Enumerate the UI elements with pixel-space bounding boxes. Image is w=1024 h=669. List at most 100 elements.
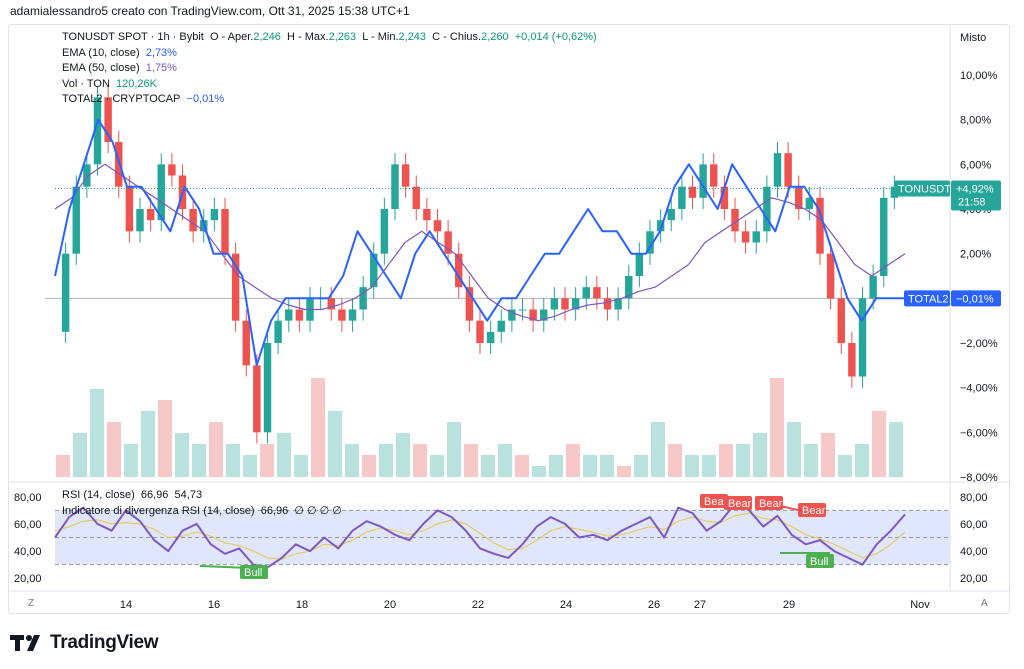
rsi-tick-right: 80,00 (960, 492, 988, 504)
legend-vol-value: 120,26K (116, 77, 157, 90)
legend-ema50-row[interactable]: EMA (50, close) 1,75% (62, 61, 597, 77)
volume-bar (209, 422, 223, 477)
candle-body (720, 186, 729, 209)
candle-body (635, 253, 644, 276)
legend-symbol-row[interactable]: TONUSDT SPOT · 1h · Bybit O - Aper.2,246… (62, 30, 597, 46)
candle-body (412, 186, 420, 209)
tradingview-logo: TradingView (10, 630, 159, 656)
tonusdt-badge-name: TONUSDT (898, 183, 951, 195)
volume-bar (770, 378, 784, 477)
legend-low-value: 2,243 (398, 31, 427, 43)
volume-bar (583, 455, 597, 477)
price-tick-label: 10,00% (960, 70, 998, 82)
volume-bar (328, 411, 342, 477)
time-tick-label: 20 (384, 599, 396, 611)
legend-total2-row[interactable]: TOTAL2 · CRYPTOCAP −0,01% (62, 92, 597, 108)
legend-high-label: H - Max. (287, 31, 329, 43)
tradingview-logo-text: TradingView (50, 632, 159, 653)
candle-body (83, 164, 91, 187)
volume-bar (787, 422, 801, 477)
volume-bar (124, 444, 138, 477)
volume-bar (158, 400, 172, 477)
candle-body (518, 309, 527, 311)
candle-body (571, 298, 580, 310)
rsi-line (54, 502, 906, 569)
candle-body (455, 253, 463, 288)
tonusdt-badge-bg (894, 180, 950, 197)
tonusdt-badge-countdown: 21:58 (958, 196, 986, 208)
candle-body (848, 343, 856, 377)
total2-badge-name: TOTAL2 (908, 293, 949, 305)
bull-label: Bull (810, 556, 828, 568)
rsi-tick-right: 60,00 (960, 519, 988, 531)
bear-label: Bear (802, 505, 826, 517)
bear-label-bg (755, 496, 783, 510)
volume-bar (107, 422, 121, 477)
timezone-corner-button[interactable]: Z (28, 598, 35, 609)
volume-bar (515, 455, 529, 477)
volume-bar (413, 444, 427, 477)
candle-body (688, 186, 697, 198)
bear-label-bg (724, 496, 752, 510)
candle-body (274, 320, 282, 343)
candle-body (561, 298, 569, 310)
bear-label-bg (700, 494, 728, 508)
rsi-ma-value: 54,73 (174, 489, 203, 501)
candle-body (221, 209, 229, 254)
volume-bar (192, 444, 206, 477)
candle-body (625, 276, 633, 299)
volume-bar (651, 422, 665, 477)
rsi-div-value: 66,96 (260, 504, 289, 517)
auto-scale-button[interactable]: A (981, 598, 988, 609)
legend-vol-row[interactable]: Vol · TON 120,26K (62, 77, 597, 93)
rsi-div-label: Indicatore di divergenza RSI (14, close) (62, 504, 255, 517)
candle-body (837, 298, 845, 343)
volume-bar (260, 444, 274, 477)
legend-ema50-label: EMA (50, close) (62, 62, 140, 74)
scale-mode-toggle[interactable]: Misto (960, 32, 987, 44)
tonusdt-badge-value: +4,92% (956, 183, 994, 195)
volume-bar (736, 444, 750, 477)
volume-bar (532, 466, 546, 477)
volume-bar (685, 455, 699, 477)
legend-change: +0,014 (+0,62%) (514, 31, 597, 43)
volume-bar (464, 444, 478, 477)
rsi-legend-row[interactable]: RSI (14, close) 66,96 54,73 (62, 488, 342, 504)
time-tick-label: 16 (208, 599, 220, 611)
chart-frame (8, 24, 1010, 614)
candle-body (529, 309, 537, 321)
candle-body (157, 164, 165, 221)
time-tick-label: 26 (648, 599, 660, 611)
candle-body (61, 253, 70, 332)
legend-ema50-value: 1,75% (145, 62, 177, 74)
candle-body (231, 253, 240, 321)
candle-body (858, 298, 867, 377)
legend-ema10-value: 2,73% (145, 46, 177, 59)
volume-bar (90, 389, 104, 477)
time-tick-label: 27 (694, 599, 706, 611)
rsi-tick-left: 60,00 (14, 519, 42, 531)
candle-body (699, 164, 707, 198)
candle-body (805, 197, 814, 209)
volume-bar (668, 444, 682, 477)
rsi-div-legend-row[interactable]: Indicatore di divergenza RSI (14, close)… (62, 504, 342, 520)
volume-bar (447, 422, 461, 477)
candle-body (136, 209, 144, 232)
bull-label: Bull (244, 567, 262, 579)
candle-body (710, 164, 718, 187)
candle-body (125, 186, 134, 232)
price-tick-label: −2,00% (960, 338, 998, 350)
tradingview-logo-icon (10, 635, 40, 651)
legend-high-value: 2,263 (328, 31, 357, 43)
candle-body (646, 231, 654, 254)
rsi-value: 66,96 (140, 489, 169, 501)
total2-badge-bg (904, 290, 950, 307)
legend-ema10-row[interactable]: EMA (10, close) 2,73% (62, 46, 597, 62)
legend-close-label: C - Chius. (432, 31, 482, 43)
price-tick-label: −8,00% (960, 472, 998, 484)
candle-body (146, 209, 155, 221)
bull-label-bg (240, 565, 268, 579)
rsi-tick-left: 80,00 (14, 492, 42, 504)
rsi-label: RSI (14, close) (62, 489, 135, 501)
